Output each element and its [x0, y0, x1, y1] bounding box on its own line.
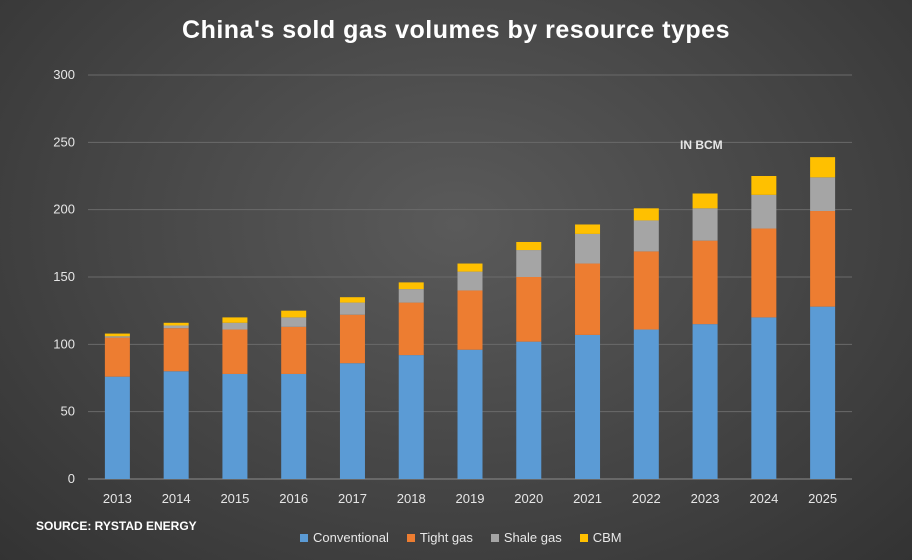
y-tick-label: 200	[53, 202, 75, 217]
legend-label-cbm: CBM	[592, 530, 622, 545]
bar-shale-gas	[633, 220, 659, 252]
bar-tight-gas	[516, 277, 542, 342]
legend-swatch-tight-gas	[406, 533, 415, 542]
bar-conventional	[104, 376, 130, 479]
bar-cbm	[692, 193, 718, 209]
x-tick-label: 2018	[397, 491, 426, 506]
bar-tight-gas	[281, 326, 307, 374]
bar-tight-gas	[222, 329, 248, 374]
bar-tight-gas	[457, 290, 483, 350]
legend-item-cbm: CBM	[579, 530, 622, 545]
bar-cbm	[516, 241, 542, 251]
bar-cbm	[457, 263, 483, 272]
legend: Conventional Tight gas Shale gas CBM	[300, 530, 622, 545]
bar-tight-gas	[163, 328, 189, 372]
bar-shale-gas	[692, 208, 718, 241]
x-tick-label: 2019	[456, 491, 485, 506]
bar-shale-gas	[516, 250, 542, 277]
x-tick-label: 2021	[573, 491, 602, 506]
chart-title: China's sold gas volumes by resource typ…	[182, 16, 730, 44]
y-tick-label: 300	[53, 67, 75, 82]
legend-label-conventional: Conventional	[313, 530, 389, 545]
bar-shale-gas	[398, 289, 424, 303]
legend-item-conventional: Conventional	[300, 530, 389, 545]
bar-tight-gas	[633, 251, 659, 330]
bar-cbm	[810, 157, 836, 178]
bar-conventional	[163, 371, 189, 479]
y-tick-label: 50	[61, 404, 75, 419]
x-tick-label: 2024	[749, 491, 778, 506]
bar-cbm	[751, 176, 777, 195]
bar-conventional	[516, 341, 542, 479]
legend-swatch-conventional	[300, 533, 308, 542]
bar-tight-gas	[104, 337, 130, 377]
y-tick-label: 0	[68, 471, 75, 486]
bar-cbm	[163, 322, 189, 326]
bar-conventional	[222, 373, 248, 479]
bar-cbm	[633, 208, 659, 221]
bar-conventional	[339, 363, 365, 479]
bar-shale-gas	[163, 325, 189, 329]
x-tick-label: 2022	[632, 491, 661, 506]
source-label: SOURCE: RYSTAD ENERGY	[36, 519, 197, 533]
x-tick-label: 2013	[103, 491, 132, 506]
bar-tight-gas	[751, 228, 777, 318]
bar-conventional	[281, 373, 307, 479]
bar-tight-gas	[339, 314, 365, 364]
bar-conventional	[398, 355, 424, 479]
bar-cbm	[575, 224, 601, 234]
bar-conventional	[751, 317, 777, 479]
legend-label-shale-gas: Shale gas	[503, 530, 562, 545]
bar-shale-gas	[810, 177, 836, 212]
bar-shale-gas	[751, 194, 777, 229]
x-tick-label: 2015	[220, 491, 249, 506]
bar-conventional	[810, 306, 836, 479]
bar-tight-gas	[575, 263, 601, 335]
y-tick-label: 150	[53, 269, 75, 284]
y-tick-label: 100	[53, 336, 75, 351]
bar-conventional	[692, 324, 718, 479]
x-tick-label: 2016	[279, 491, 308, 506]
bar-tight-gas	[398, 302, 424, 356]
x-tick-label: 2017	[338, 491, 367, 506]
bar-conventional	[575, 334, 601, 479]
x-tick-label: 2023	[691, 491, 720, 506]
bar-conventional	[633, 329, 659, 479]
legend-item-tight-gas: Tight gas	[406, 530, 473, 545]
x-tick-label: 2020	[514, 491, 543, 506]
bar-tight-gas	[810, 211, 836, 307]
bar-tight-gas	[692, 240, 718, 325]
bar-shale-gas	[575, 233, 601, 264]
bar-cbm	[281, 310, 307, 318]
bar-shale-gas	[104, 336, 130, 338]
x-tick-label: 2025	[808, 491, 837, 506]
bar-shale-gas	[281, 317, 307, 327]
legend-swatch-cbm	[579, 533, 588, 542]
legend-item-shale-gas: Shale gas	[490, 530, 562, 545]
y-axis-ticks: 0 50 100 150 200 250 300	[53, 67, 75, 486]
bar-cbm	[222, 317, 248, 323]
bars	[104, 157, 836, 479]
x-axis-ticks: 2013 2014 2015 2016 2017 2018 2019 2020 2021 2022…	[103, 491, 837, 506]
bar-shale-gas	[339, 302, 365, 315]
bar-conventional	[457, 349, 483, 479]
bar-cbm	[104, 333, 130, 337]
bar-cbm	[398, 282, 424, 290]
x-tick-label: 2014	[162, 491, 191, 506]
legend-swatch-shale-gas	[490, 533, 499, 542]
y-tick-label: 250	[53, 134, 75, 149]
bar-cbm	[339, 297, 365, 303]
units-annotation: IN BCM	[680, 138, 723, 152]
legend-label-tight-gas: Tight gas	[419, 530, 473, 545]
bar-shale-gas	[222, 322, 248, 330]
bar-shale-gas	[457, 271, 483, 291]
